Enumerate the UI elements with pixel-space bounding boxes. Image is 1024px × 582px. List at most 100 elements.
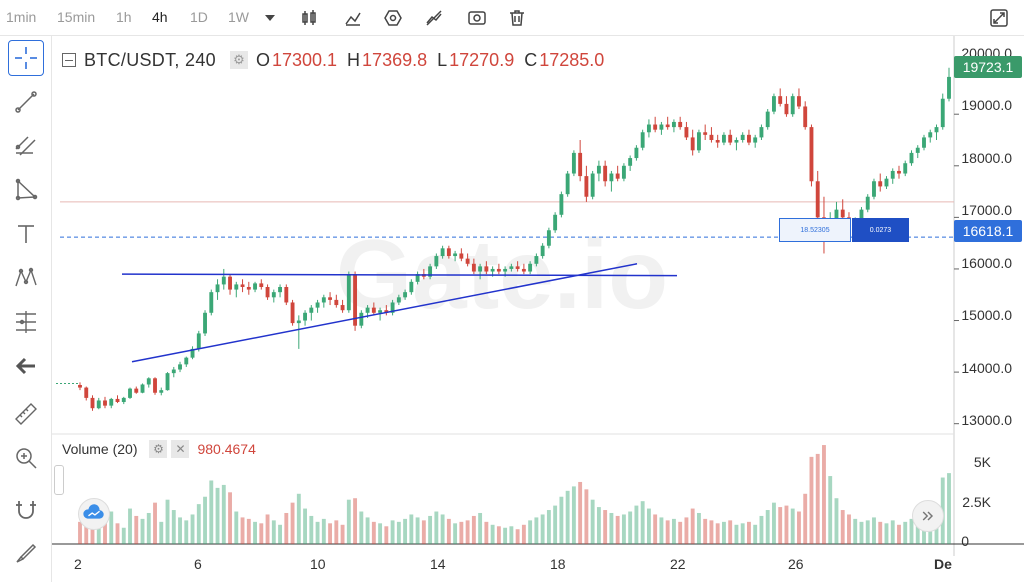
candle-body xyxy=(809,127,814,182)
candle-body xyxy=(178,364,182,370)
candle-body xyxy=(740,134,745,140)
volume-bar xyxy=(797,511,801,544)
fib-icon[interactable] xyxy=(8,128,44,164)
time-tick: 22 xyxy=(670,556,686,572)
drawing-toolbar xyxy=(0,36,52,582)
chart-area[interactable]: Gate.io xyxy=(52,36,1024,582)
timeframe-15min[interactable]: 15min xyxy=(57,9,96,25)
candle-body xyxy=(140,384,145,393)
time-tick: 6 xyxy=(194,556,202,572)
price-tick: 15000.0 xyxy=(961,307,1012,323)
candle-body xyxy=(259,283,264,287)
timeframe-1min[interactable]: 1min xyxy=(6,9,37,25)
timeframe-4h[interactable]: 4h xyxy=(152,9,168,25)
candle-body xyxy=(878,181,883,187)
zoom-in-icon[interactable] xyxy=(8,440,44,476)
volume-bar xyxy=(434,511,439,544)
candle-body xyxy=(540,245,545,257)
indicators-icon[interactable] xyxy=(341,6,365,30)
volume-bar xyxy=(509,526,514,544)
volume-bar xyxy=(121,527,126,544)
candle-body xyxy=(340,305,345,311)
volume-bar xyxy=(703,518,708,544)
candle-body xyxy=(634,147,639,159)
volume-close-icon[interactable]: ✕ xyxy=(171,440,190,458)
pattern-icon[interactable] xyxy=(8,260,44,296)
cloud-icon[interactable] xyxy=(78,498,110,530)
crosshair-icon[interactable] xyxy=(8,40,44,76)
timeframe-1h[interactable]: 1h xyxy=(116,9,132,25)
price-chart[interactable]: Gate.io xyxy=(52,36,1024,582)
candle-body xyxy=(215,284,220,293)
candle-body xyxy=(690,137,695,151)
settings-hex-icon[interactable] xyxy=(381,6,405,30)
volume-bar xyxy=(909,518,914,544)
volume-bar xyxy=(478,512,483,544)
candle-body xyxy=(440,248,445,257)
volume-bar xyxy=(196,504,201,544)
panel-toggle-handle[interactable] xyxy=(54,465,64,495)
volume-bar xyxy=(534,517,539,544)
horizontal-support-line xyxy=(121,273,678,277)
candle-body xyxy=(671,121,676,128)
volume-bar xyxy=(153,502,157,544)
candle-body xyxy=(897,170,901,174)
low-value: 17270.9 xyxy=(449,49,515,70)
volume-bar xyxy=(171,510,176,544)
magnet-icon[interactable] xyxy=(8,492,44,528)
volume-bar xyxy=(934,518,939,544)
ruler-lines-icon[interactable] xyxy=(8,304,44,340)
volume-bar xyxy=(303,508,308,544)
candle-body xyxy=(109,398,114,406)
volume-bar xyxy=(203,496,207,544)
volume-bar xyxy=(721,521,726,544)
volume-value: 980.4674 xyxy=(197,441,256,457)
timeframe-dropdown-icon[interactable] xyxy=(258,6,282,30)
volume-bar xyxy=(228,492,232,544)
collapse-legend-icon[interactable] xyxy=(62,53,76,67)
volume-bar xyxy=(728,520,733,544)
candle-body xyxy=(415,274,420,282)
candle-body xyxy=(390,302,395,313)
candle-body xyxy=(559,194,564,215)
compare-icon[interactable] xyxy=(422,6,446,30)
candle-body xyxy=(128,388,132,398)
time-tick: De xyxy=(934,556,952,572)
volume-bar xyxy=(290,502,295,544)
volume-bar xyxy=(328,523,333,544)
triangle-pattern-icon[interactable] xyxy=(8,172,44,208)
text-icon[interactable] xyxy=(8,216,44,252)
candle-body xyxy=(496,268,501,272)
volume-bar xyxy=(765,510,770,544)
volume-bar xyxy=(278,524,282,544)
measure-icon[interactable] xyxy=(8,396,44,432)
candle-body xyxy=(834,209,839,220)
volume-bar xyxy=(240,517,245,544)
delete-icon[interactable] xyxy=(505,6,529,30)
brush-icon[interactable] xyxy=(8,534,44,570)
trend-line-icon[interactable] xyxy=(8,84,44,120)
candle-body xyxy=(371,307,376,313)
legend-settings-icon[interactable]: ⚙ xyxy=(229,51,248,69)
volume-settings-icon[interactable]: ⚙ xyxy=(149,440,168,458)
visibility-icon[interactable] xyxy=(465,6,489,30)
candle-body xyxy=(359,312,364,326)
candle-body xyxy=(234,284,239,290)
candle-body xyxy=(709,134,714,140)
candle-body xyxy=(703,132,708,135)
candle-type-icon[interactable] xyxy=(297,6,321,30)
candle-body xyxy=(465,258,470,264)
volume-bar xyxy=(103,520,107,544)
candle-body xyxy=(365,307,370,313)
back-arrow-icon[interactable] xyxy=(8,348,44,384)
fullscreen-icon[interactable] xyxy=(987,6,1011,30)
timeframe-1D[interactable]: 1D xyxy=(190,9,208,25)
candle-body xyxy=(609,173,614,182)
volume-bar xyxy=(471,515,476,544)
volume-bar xyxy=(947,473,951,544)
timeframe-1W[interactable]: 1W xyxy=(228,9,249,25)
scroll-to-latest-icon[interactable] xyxy=(912,500,944,532)
candle-body xyxy=(653,124,658,130)
candle-body xyxy=(121,397,126,403)
volume-bar xyxy=(371,521,376,544)
